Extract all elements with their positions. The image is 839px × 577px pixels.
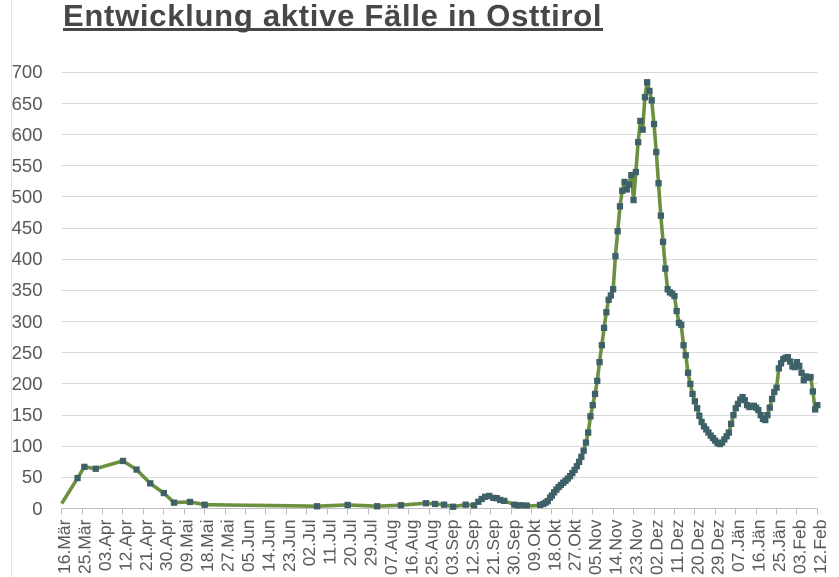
svg-text:05.Nov: 05.Nov bbox=[585, 519, 605, 575]
svg-text:21.Sep: 21.Sep bbox=[483, 520, 503, 575]
svg-text:30.Sep: 30.Sep bbox=[503, 520, 523, 575]
svg-text:14.Nov: 14.Nov bbox=[606, 519, 626, 575]
svg-text:03.Apr: 03.Apr bbox=[95, 519, 115, 571]
svg-text:29.Jul: 29.Jul bbox=[361, 520, 381, 567]
svg-text:27.Mai: 27.Mai bbox=[218, 520, 238, 573]
svg-text:18.Mai: 18.Mai bbox=[197, 520, 217, 573]
svg-text:18.Okt: 18.Okt bbox=[544, 519, 564, 571]
svg-text:20.Jul: 20.Jul bbox=[340, 520, 360, 567]
svg-text:25.Aug: 25.Aug bbox=[422, 520, 442, 575]
svg-text:12.Feb: 12.Feb bbox=[810, 520, 830, 574]
svg-text:09.Mai: 09.Mai bbox=[177, 520, 197, 573]
svg-text:12.Apr: 12.Apr bbox=[115, 519, 135, 571]
svg-text:21.Apr: 21.Apr bbox=[136, 519, 156, 571]
svg-text:27.Okt: 27.Okt bbox=[565, 519, 585, 571]
svg-text:12.Sep: 12.Sep bbox=[463, 520, 483, 575]
svg-text:09.Okt: 09.Okt bbox=[524, 519, 544, 571]
svg-text:16.Jän: 16.Jän bbox=[749, 520, 769, 573]
svg-text:03.Sep: 03.Sep bbox=[442, 520, 462, 575]
svg-text:11.Dez: 11.Dez bbox=[667, 520, 687, 574]
svg-text:16.Aug: 16.Aug bbox=[401, 520, 421, 575]
svg-text:14.Jun: 14.Jun bbox=[258, 520, 278, 573]
svg-text:30.Apr: 30.Apr bbox=[156, 519, 176, 571]
svg-text:16.Mär: 16.Mär bbox=[54, 519, 74, 574]
svg-text:23.Jun: 23.Jun bbox=[279, 520, 299, 573]
svg-text:03.Feb: 03.Feb bbox=[789, 520, 809, 574]
svg-text:07.Aug: 07.Aug bbox=[381, 520, 401, 575]
svg-text:07.Jän: 07.Jän bbox=[728, 520, 748, 573]
svg-text:02.Jul: 02.Jul bbox=[299, 520, 319, 567]
svg-text:20.Dez: 20.Dez bbox=[687, 520, 707, 575]
svg-text:02.Dez: 02.Dez bbox=[646, 520, 666, 575]
svg-text:29.Dez: 29.Dez bbox=[708, 520, 728, 575]
svg-text:25.Jän: 25.Jän bbox=[769, 520, 789, 573]
svg-text:05.Jun: 05.Jun bbox=[238, 520, 258, 573]
svg-text:23.Nov: 23.Nov bbox=[626, 519, 646, 575]
svg-text:11.Jul: 11.Jul bbox=[320, 520, 340, 565]
svg-text:25.Mär: 25.Mär bbox=[75, 519, 95, 574]
